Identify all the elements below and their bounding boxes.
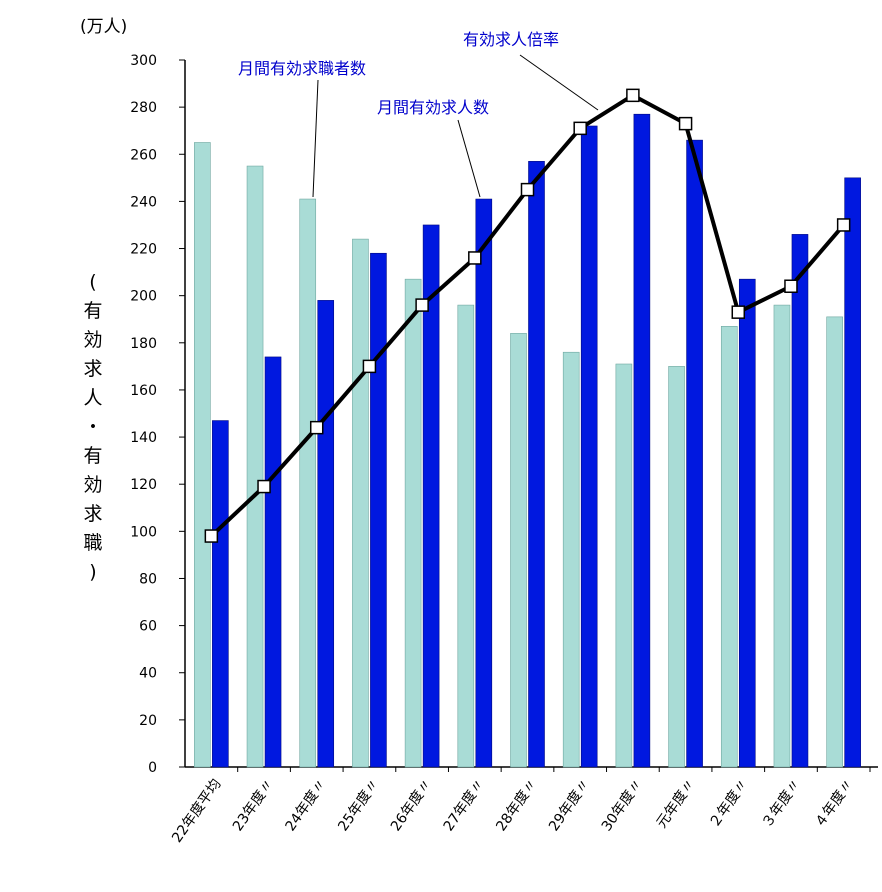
line-point: [415, 298, 429, 312]
line-point: [784, 279, 798, 293]
y-tick-label: 120: [130, 477, 157, 493]
annotation-leader: [457, 119, 481, 198]
y-tick-label: 100: [130, 524, 157, 540]
line-point: [362, 359, 377, 374]
x-tick-label: 30年度〃: [599, 776, 646, 834]
bar-job-seekers: [826, 316, 843, 768]
line-point: [678, 116, 693, 131]
y-axis-label-char: 効: [83, 474, 103, 496]
bar-job-openings: [475, 198, 493, 768]
annotation-label: 有効求人倍率: [463, 30, 559, 49]
bar-job-seekers: [668, 366, 685, 768]
x-tick-label: 24年度〃: [283, 776, 330, 834]
y-axis-label-char: 効: [83, 329, 103, 351]
line-point: [204, 529, 219, 543]
annotation-leader: [312, 79, 319, 198]
y-axis-label-char: 有: [83, 300, 103, 322]
y-tick-label: 260: [130, 147, 157, 163]
y-tick-label: 300: [130, 53, 157, 69]
bar-job-openings: [528, 161, 545, 768]
y-axis-label: (有効求人・有効求職): [80, 268, 106, 587]
annotation-label: 月間有効求職者数: [238, 59, 366, 78]
bar-job-seekers: [510, 333, 527, 768]
bar-job-seekers: [299, 198, 317, 768]
bar-job-openings: [422, 224, 440, 768]
y-tick-label: 280: [130, 100, 157, 116]
bar-job-seekers: [615, 363, 633, 768]
line-point: [309, 420, 324, 435]
line-point: [468, 251, 482, 265]
annotation-label: 月間有効求人数: [377, 98, 489, 117]
y-tick-label: 40: [139, 666, 157, 682]
annotation-leader: [519, 54, 599, 111]
x-tick-label: 28年度〃: [493, 776, 540, 834]
bar-job-openings: [580, 125, 598, 768]
line-point: [573, 121, 587, 136]
y-tick-label: 0: [148, 760, 157, 776]
bar-job-openings: [738, 278, 756, 768]
bar-job-seekers: [246, 165, 264, 768]
y-tick-label: 60: [139, 619, 157, 635]
bar-job-openings: [317, 300, 335, 768]
y-axis-label-char: ): [89, 561, 97, 583]
unit-label: (万人): [80, 17, 128, 37]
bar-job-openings: [686, 139, 703, 768]
y-tick-label: 220: [130, 242, 157, 258]
y-axis-label-char: 人: [83, 387, 103, 409]
y-axis-label-char: ・: [83, 416, 103, 438]
x-tick-label: 25年度〃: [335, 776, 382, 834]
y-tick-label: 80: [139, 571, 157, 587]
x-tick-label: 26年度〃: [388, 776, 435, 834]
bar-job-seekers: [720, 326, 738, 768]
x-tick-label: ２年度〃: [706, 776, 751, 831]
x-tick-label: ３年度〃: [759, 776, 804, 831]
x-tick-label: 27年度〃: [441, 776, 488, 834]
bar-job-seekers: [404, 278, 422, 768]
y-axis-label-char: 職: [83, 532, 103, 554]
line-point: [731, 305, 746, 319]
line-point: [626, 88, 640, 103]
x-tick-label: 23年度〃: [230, 776, 277, 834]
bar-job-openings: [370, 252, 387, 768]
line-point: [520, 182, 535, 197]
bar-job-openings: [212, 420, 229, 768]
y-tick-label: 180: [130, 336, 157, 352]
line-point: [257, 479, 271, 494]
y-axis-label-char: (: [89, 271, 97, 293]
bar-job-openings: [791, 234, 809, 768]
x-tick-label: 29年度〃: [546, 776, 593, 834]
line-point: [836, 218, 851, 232]
x-tick-label: 22年度平均: [169, 776, 224, 846]
y-tick-label: 240: [130, 194, 157, 210]
x-tick-label: 元年度〃: [654, 776, 699, 831]
bar-job-openings: [844, 177, 861, 768]
y-axis-label-char: 有: [83, 445, 103, 467]
bar-job-openings: [633, 113, 651, 768]
y-tick-label: 160: [130, 383, 157, 399]
bar-job-seekers: [457, 304, 475, 768]
y-tick-label: 140: [130, 430, 157, 446]
bar-job-seekers: [194, 142, 211, 768]
bar-job-seekers: [352, 238, 369, 768]
y-tick-label: 200: [130, 289, 157, 305]
bar-job-seekers: [773, 304, 791, 768]
y-axis-label-char: 求: [83, 358, 103, 380]
y-tick-label: 20: [139, 713, 157, 729]
x-tick-label: ４年度〃: [812, 776, 857, 831]
y-axis-label-char: 求: [83, 503, 103, 525]
bar-job-seekers: [562, 351, 580, 768]
bar-job-openings: [264, 356, 282, 768]
